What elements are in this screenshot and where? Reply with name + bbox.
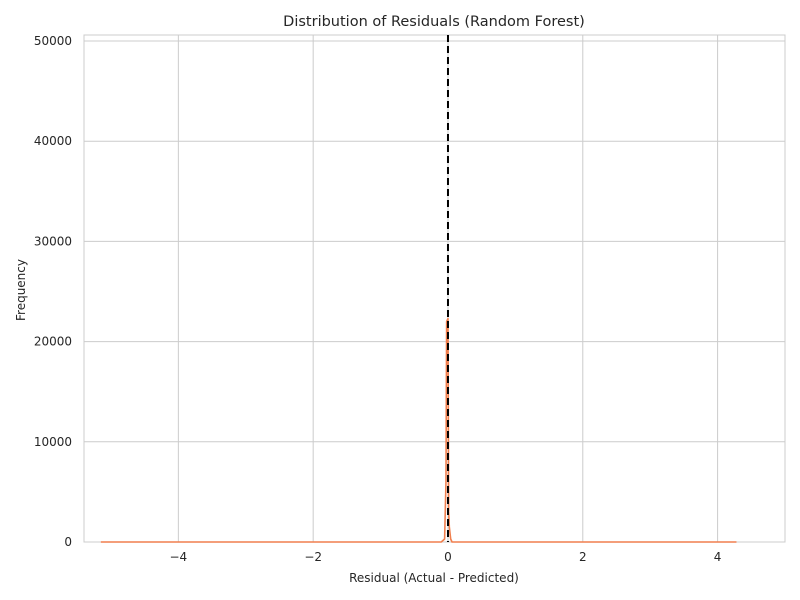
x-tick-label: −2 [304, 550, 322, 564]
x-axis-label: Residual (Actual - Predicted) [349, 571, 519, 585]
y-tick-label: 0 [64, 535, 72, 549]
plot-area [83, 34, 786, 543]
y-tick-label: 20000 [34, 335, 72, 349]
x-tick-label: −4 [170, 550, 188, 564]
x-tick-label: 4 [714, 550, 722, 564]
y-tick-label: 40000 [34, 134, 72, 148]
chart-title: Distribution of Residuals (Random Forest… [283, 14, 585, 30]
y-axis-label: Frequency [14, 259, 28, 321]
y-tick-label: 50000 [34, 34, 72, 48]
y-tick-label: 10000 [34, 435, 72, 449]
y-tick-label: 30000 [34, 234, 72, 248]
x-tick-label: 0 [444, 550, 452, 564]
x-tick-label: 2 [579, 550, 587, 564]
